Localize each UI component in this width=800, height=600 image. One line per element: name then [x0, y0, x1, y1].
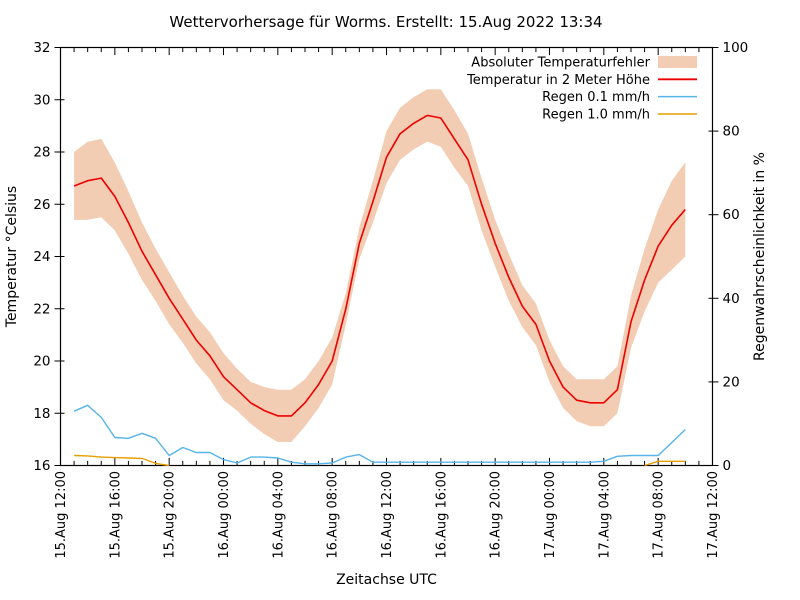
rain-01-line: [73, 404, 686, 465]
y-right-tick-label: 60: [723, 207, 740, 223]
y-right-tick-label: 40: [723, 291, 740, 307]
y-left-tick-label: 26: [33, 197, 50, 213]
x-tick-label: 15.Aug 20:00: [163, 471, 178, 559]
legend: Absoluter Temperaturfehler Temperatur in …: [466, 56, 697, 122]
y-left-tick-label: 16: [33, 458, 50, 474]
y-right-tick-label: 80: [723, 124, 740, 140]
y-left-tick-label: 30: [33, 92, 50, 108]
legend-label: Regen 1.0 mm/h: [542, 107, 650, 122]
y-axis-right-title: Regenwahrscheinlichkeit in %: [752, 152, 768, 361]
temperature-line: [73, 114, 686, 417]
y-left-tick-label: 28: [33, 145, 50, 161]
x-tick-label: 16.Aug 00:00: [217, 471, 232, 559]
y-right-tick-label: 20: [723, 374, 740, 390]
y-left-tick-label: 32: [33, 40, 50, 56]
x-tick-label: 16.Aug 04:00: [271, 471, 286, 559]
x-tick-label: 16.Aug 16:00: [434, 471, 449, 559]
legend-label: Regen 0.1 mm/h: [542, 90, 650, 105]
x-tick-label: 17.Aug 00:00: [543, 471, 558, 559]
x-tick-label: 16.Aug 20:00: [489, 471, 504, 559]
y-right-tick-label: 0: [723, 458, 732, 474]
y-left-tick-label: 20: [33, 354, 50, 370]
y-axis-left-title: Temperatur °Celsius: [4, 186, 20, 328]
chart-title: Wettervorhersage für Worms. Erstellt: 15…: [169, 13, 602, 31]
y-right-ticks: [708, 47, 719, 466]
x-tick-label: 17.Aug 08:00: [652, 471, 667, 559]
rain-10-line: [74, 454, 686, 467]
x-tick-label: 15.Aug 16:00: [108, 471, 123, 559]
y-left-tick-label: 24: [33, 249, 50, 265]
legend-label: Temperatur in 2 Meter Höhe: [466, 73, 650, 88]
legend-label: Absoluter Temperaturfehler: [471, 56, 650, 71]
temperature-error-band: [74, 89, 686, 443]
x-tick-label: 17.Aug 04:00: [597, 471, 612, 559]
x-tick-label: 15.Aug 12:00: [54, 471, 69, 559]
y-left-ticks: [54, 47, 65, 466]
x-tick-label: 17.Aug 12:00: [706, 471, 721, 559]
x-tick-label: 16.Aug 12:00: [380, 471, 395, 559]
x-axis-title: Zeitachse UTC: [336, 572, 437, 588]
x-tick-label: 16.Aug 08:00: [326, 471, 341, 559]
y-left-tick-label: 18: [33, 406, 50, 422]
legend-band-swatch: [658, 56, 697, 68]
y-left-tick-label: 22: [33, 301, 50, 317]
y-right-tick-label: 100: [723, 40, 749, 56]
